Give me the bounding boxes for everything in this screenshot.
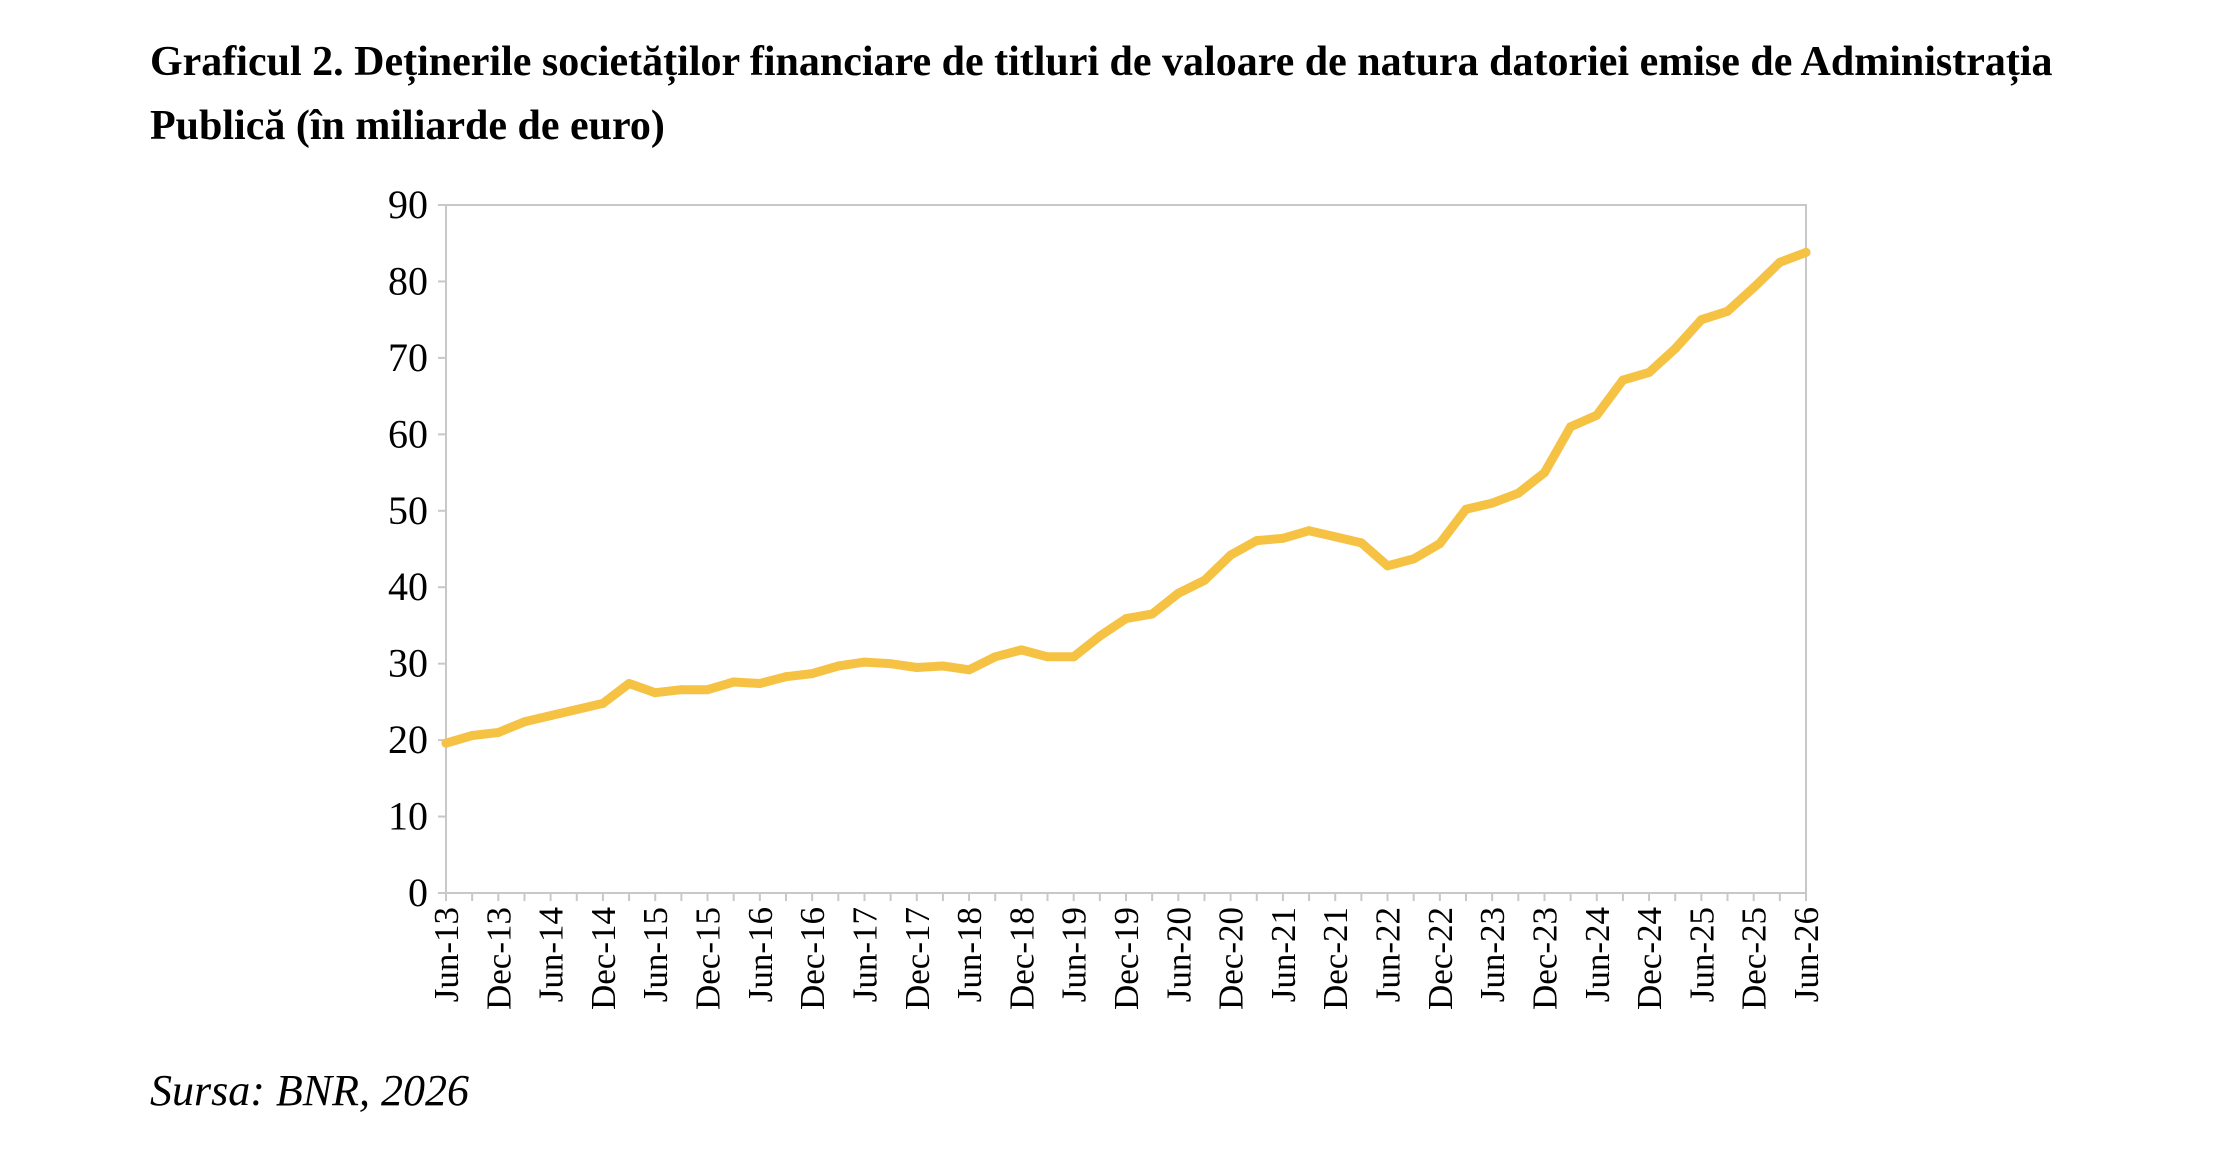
data-point (1435, 539, 1445, 549)
x-tick-label: Dec-15 (689, 907, 728, 1010)
source-note: Sursa: BNR, 2026 (150, 1066, 469, 1115)
data-point (1644, 367, 1654, 377)
data-point (1043, 652, 1053, 662)
data-point (676, 685, 686, 695)
data-point (624, 679, 634, 689)
data-point (441, 738, 451, 748)
y-tick-label: 40 (388, 564, 428, 609)
x-tick-label: Jun-24 (1578, 907, 1617, 1002)
data-point (1330, 532, 1340, 542)
x-tick-label: Dec-17 (898, 907, 937, 1010)
data-point (859, 657, 869, 667)
data-point (1121, 614, 1131, 624)
data-point (1618, 375, 1628, 385)
x-tick-label: Dec-19 (1107, 907, 1146, 1010)
x-axis: Jun-13 Dec-13 Jun-14 Dec-14 Jun-15 Dec-15 Jun-… (427, 893, 1826, 1010)
data-point (1461, 504, 1471, 514)
data-point (467, 731, 477, 741)
x-tick-label: Jun-16 (741, 907, 780, 1002)
data-point (546, 711, 556, 721)
y-axis: 0 10 20 30 40 50 60 70 80 90 (388, 182, 446, 915)
y-tick-label: 60 (388, 411, 428, 456)
data-point (1749, 283, 1759, 293)
x-tick-label: Jun-13 (427, 907, 466, 1002)
data-point (703, 685, 713, 695)
data-points (441, 247, 1811, 748)
data-point (1513, 488, 1523, 498)
data-point (1252, 536, 1262, 546)
data-point (1199, 575, 1209, 585)
x-tick-label: Dec-13 (479, 907, 518, 1010)
y-tick-label: 0 (408, 870, 428, 915)
x-tick-label: Jun-23 (1473, 907, 1512, 1002)
x-tick-label: Jun-18 (950, 907, 989, 1002)
x-tick-label: Dec-22 (1421, 907, 1460, 1010)
data-point (650, 688, 660, 698)
data-point (493, 727, 503, 737)
plot-area (445, 204, 1807, 894)
data-point (964, 665, 974, 675)
x-tick-label: Dec-20 (1212, 907, 1251, 1010)
x-tick-label: Dec-23 (1525, 907, 1564, 1010)
x-tick-label: Jun-20 (1159, 907, 1198, 1002)
data-point (519, 717, 529, 727)
y-tick-label: 50 (388, 488, 428, 533)
data-point (781, 672, 791, 682)
x-tick-label: Jun-22 (1369, 907, 1408, 1002)
data-point (886, 659, 896, 669)
y-tick-label: 90 (388, 182, 428, 227)
data-point (833, 661, 843, 671)
data-point (990, 652, 1000, 662)
data-point (1566, 422, 1576, 432)
x-tick-label: Jun-19 (1055, 907, 1094, 1002)
y-tick-label: 30 (388, 641, 428, 686)
x-tick-label: Dec-21 (1316, 907, 1355, 1010)
data-point (598, 698, 608, 708)
x-tick-label: Dec-25 (1735, 907, 1774, 1010)
data-point (1696, 315, 1706, 325)
data-point (1801, 247, 1811, 257)
data-point (1539, 468, 1549, 478)
data-point (938, 661, 948, 671)
data-point (1487, 498, 1497, 508)
data-point (572, 705, 582, 715)
data-point (1147, 609, 1157, 619)
data-point (1383, 561, 1393, 571)
data-point (1173, 588, 1183, 598)
x-tick-label: Jun-15 (636, 907, 675, 1002)
data-point (1304, 526, 1314, 536)
data-point (1356, 538, 1366, 548)
data-point (1278, 533, 1288, 543)
data-point (1095, 631, 1105, 641)
x-tick-label: Jun-25 (1682, 907, 1721, 1002)
data-point (1226, 550, 1236, 560)
y-tick-label: 70 (388, 335, 428, 380)
x-tick-label: Dec-18 (1002, 907, 1041, 1010)
data-point (755, 679, 765, 689)
x-tick-label: Jun-26 (1787, 907, 1826, 1002)
data-point (1409, 554, 1419, 564)
x-tick-label: Dec-16 (793, 907, 832, 1010)
data-point (1670, 344, 1680, 354)
x-tick-label: Dec-14 (584, 907, 623, 1010)
data-point (912, 662, 922, 672)
data-point (1592, 410, 1602, 420)
series-line (441, 247, 1811, 748)
y-tick-label: 20 (388, 717, 428, 762)
data-point (807, 669, 817, 679)
y-tick-label: 10 (388, 794, 428, 839)
x-tick-label: Dec-24 (1630, 907, 1669, 1010)
data-point (1016, 645, 1026, 655)
data-point (729, 677, 739, 687)
y-tick-label: 80 (388, 258, 428, 303)
x-tick-label: Jun-21 (1264, 907, 1303, 1002)
x-tick-label: Jun-14 (532, 907, 571, 1002)
data-point (1069, 652, 1079, 662)
chart-title: Graficul 2. Deținerile societăților fina… (150, 39, 2053, 149)
data-point (1723, 306, 1733, 316)
data-point (1775, 257, 1785, 267)
x-tick-label: Jun-17 (845, 907, 884, 1002)
